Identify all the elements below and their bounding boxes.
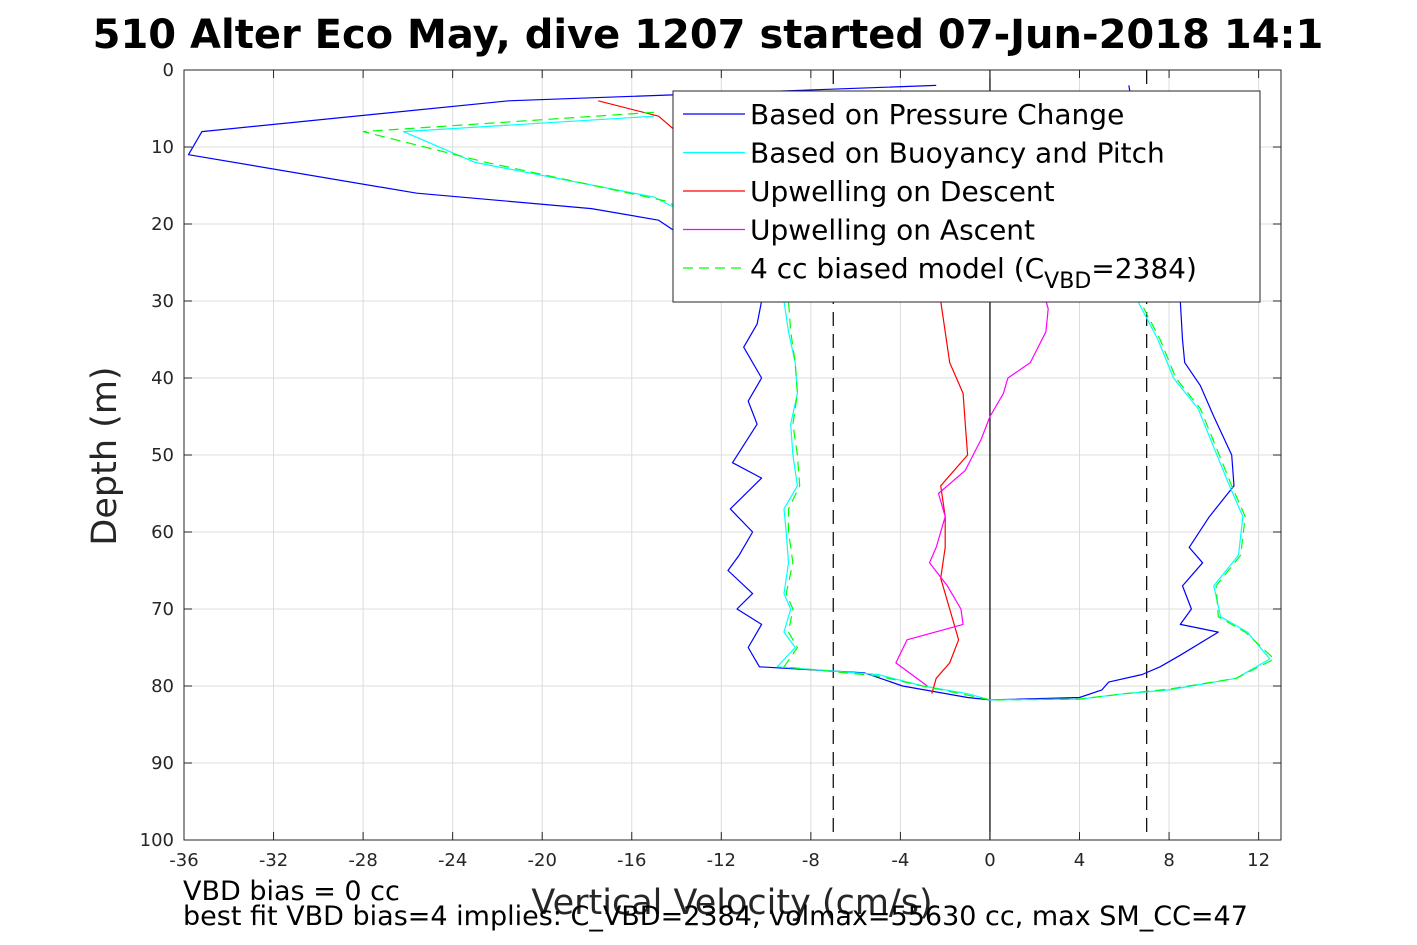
x-tick-label: -24 [438,850,467,871]
legend-entry-label: Based on Buoyancy and Pitch [750,137,1165,170]
x-tick-label: -20 [528,850,557,871]
y-tick-label: 0 [163,60,174,81]
x-tick-label: 4 [1074,850,1085,871]
x-tick-label: -12 [707,850,736,871]
y-axis-label: Depth (m) [85,366,125,545]
best-fit-summary-text: best fit VBD bias=4 implies: C_VBD=2384,… [183,901,1248,932]
y-tick-label: 60 [151,522,174,543]
legend-entry-label: Based on Pressure Change [750,98,1124,131]
series-line [362,111,1275,701]
vbd-bias-text: VBD bias = 0 cc [183,876,400,907]
x-tick-label: -4 [891,850,909,871]
y-tick-label: 70 [151,599,174,620]
x-tick-label: 8 [1163,850,1174,871]
y-tick-label: 80 [151,676,174,697]
legend-entry-label: Upwelling on Descent [750,175,1055,208]
y-tick-label: 100 [140,830,174,851]
y-tick-label: 50 [151,445,174,466]
chart-title: 510 Alter Eco May, dive 1207 started 07-… [93,12,1324,58]
series-line [895,285,1049,687]
y-tick-label: 40 [151,368,174,389]
axis-ticks: -36 -32 -28 -24 -20 -16 -12 -8 -4 0 4 8 12 0 10 20 30 40 5… [140,60,1281,871]
y-tick-label: 10 [151,137,174,158]
x-axis-label: Vertical Velocity (cm/s) [531,883,932,923]
y-tick-label: 20 [151,214,174,235]
legend-entry-label: Upwelling on Ascent [750,214,1035,247]
x-tick-label: -36 [169,850,198,871]
y-tick-label: 30 [151,291,174,312]
x-tick-label: -16 [617,850,646,871]
x-tick-label: -28 [348,850,377,871]
legend: Based on Pressure Change Based on Buoyanc… [672,90,1261,303]
x-tick-label: -32 [259,850,288,871]
y-tick-label: 90 [151,753,174,774]
x-tick-label: 0 [984,850,995,871]
x-tick-label: -8 [802,850,820,871]
x-tick-label: 12 [1247,850,1270,871]
legend-box [672,90,1261,303]
legend-entry-label: 4 cc biased model (CVBD=2384) [750,252,1197,294]
